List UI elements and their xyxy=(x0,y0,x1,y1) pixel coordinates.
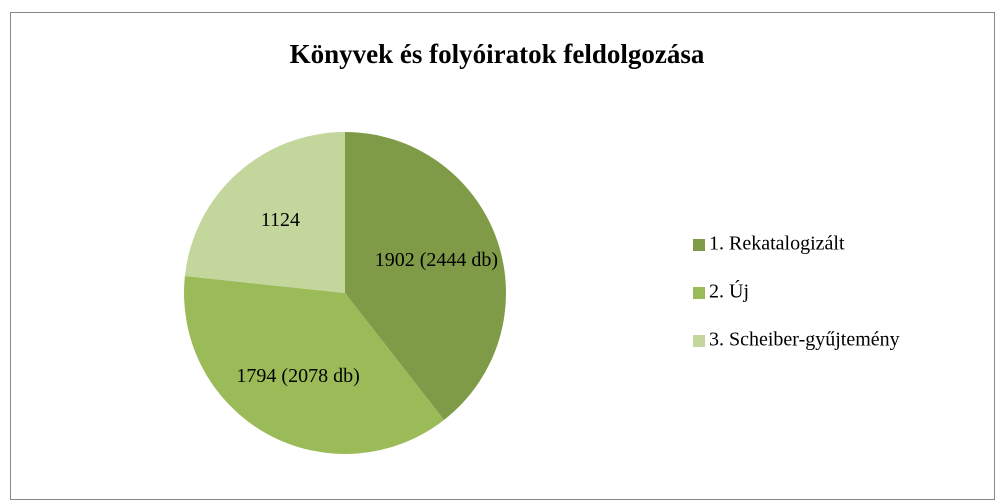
legend-swatch xyxy=(693,287,705,299)
pie-slice xyxy=(184,276,444,454)
legend-swatch xyxy=(693,239,705,251)
pie-slice xyxy=(345,132,507,420)
data-label: 1794 (2078 db) xyxy=(236,365,359,387)
legend-label: 2. Új xyxy=(709,279,749,303)
legend-swatch xyxy=(693,335,705,347)
pie-slice xyxy=(184,132,345,293)
chart-frame xyxy=(10,12,995,500)
legend-label: 3. Scheiber-gyűjtemény xyxy=(709,329,900,351)
data-label: 1902 (2444 db) xyxy=(375,249,498,271)
chart-title: Könyvek és folyóiratok feldolgozása xyxy=(290,39,705,69)
legend-label: 1. Rekatalogizált xyxy=(709,233,845,255)
data-label: 1124 xyxy=(261,209,300,231)
